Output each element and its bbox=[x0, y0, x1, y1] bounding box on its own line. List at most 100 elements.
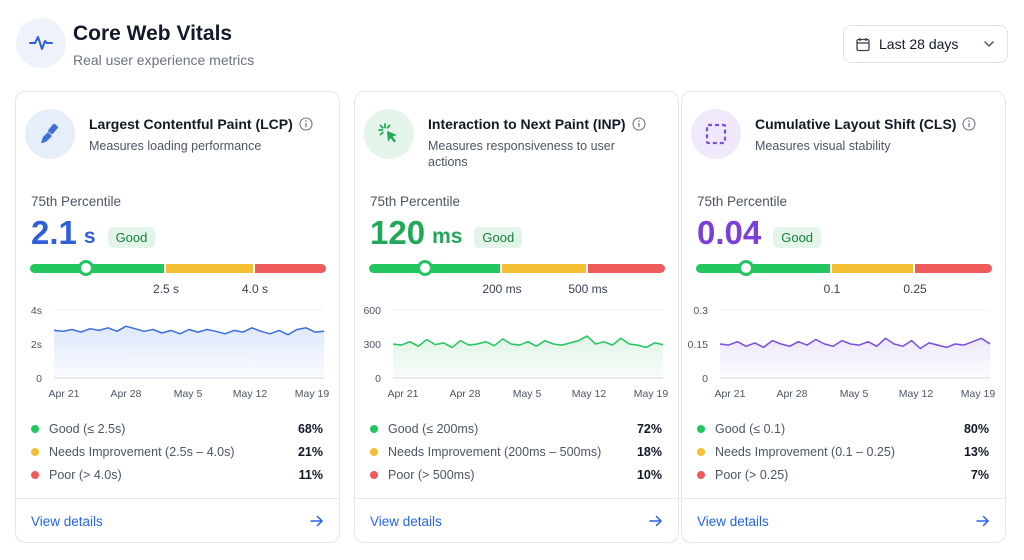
cursor-click-icon bbox=[364, 109, 414, 159]
x-tick-label: Apr 28 bbox=[450, 388, 481, 400]
metric-value: 0.04 bbox=[697, 214, 762, 251]
y-tick-label: 600 bbox=[363, 305, 381, 317]
legend-dot bbox=[370, 447, 378, 456]
page-header: Core Web Vitals Real user experience met… bbox=[0, 0, 1024, 90]
metric-title: Cumulative Layout Shift (CLS) bbox=[755, 116, 977, 132]
x-tick-label: May 19 bbox=[295, 388, 330, 400]
legend-row: Good (≤ 200ms) 72% bbox=[370, 417, 662, 440]
threshold-label: 2.5 s bbox=[152, 282, 180, 296]
metric-description: Measures visual stability bbox=[755, 139, 891, 153]
legend-label: Good (≤ 200ms) bbox=[388, 422, 637, 436]
legend-row: Good (≤ 2.5s) 68% bbox=[31, 417, 323, 440]
legend-percent: 11% bbox=[298, 467, 323, 482]
threshold-bar bbox=[696, 260, 992, 276]
legend-percent: 13% bbox=[963, 444, 989, 459]
trend-area bbox=[393, 336, 663, 378]
percentile-label: 75th Percentile bbox=[370, 194, 461, 209]
metric-title: Largest Contentful Paint (LCP) bbox=[89, 116, 313, 132]
y-tick-label: 0 bbox=[702, 373, 708, 385]
threshold-bar bbox=[369, 260, 665, 276]
legend-label: Needs Improvement (2.5s – 4.0s) bbox=[49, 445, 298, 459]
metric-value: 120 bbox=[370, 214, 426, 251]
legend-name: Good bbox=[49, 421, 80, 436]
distribution-legend: Good (≤ 200ms) 72% Needs Improvement (200m… bbox=[370, 417, 662, 486]
legend-name: Poor bbox=[388, 467, 415, 482]
poor-segment bbox=[588, 264, 665, 273]
metric-unit: ms bbox=[432, 225, 463, 248]
legend-dot bbox=[31, 470, 39, 479]
metric-value-row: 2.1 s Good bbox=[31, 214, 156, 252]
percentile-label: 75th Percentile bbox=[31, 194, 122, 209]
metric-card: Interaction to Next Paint (INP) Measures … bbox=[354, 91, 679, 543]
chevron-down-icon bbox=[983, 40, 995, 48]
threshold-label: 500 ms bbox=[568, 282, 608, 296]
legend-row: Poor (> 0.25) 7% bbox=[697, 463, 989, 486]
info-icon[interactable] bbox=[632, 117, 646, 131]
legend-range: (0.1 – 0.25) bbox=[831, 444, 895, 459]
threshold-label: 0.1 bbox=[823, 282, 841, 296]
legend-name: Good bbox=[388, 421, 419, 436]
date-range-dropdown[interactable]: Last 28 days bbox=[843, 25, 1008, 63]
trend-line bbox=[53, 325, 325, 336]
legend-range: (> 500ms) bbox=[417, 467, 475, 482]
date-range-label: Last 28 days bbox=[879, 36, 959, 52]
trend-area bbox=[54, 326, 324, 378]
legend-dot bbox=[31, 424, 39, 433]
legend-dot bbox=[697, 447, 705, 456]
y-tick-label: 300 bbox=[363, 339, 381, 351]
legend-dot bbox=[370, 424, 378, 433]
trend-line bbox=[392, 335, 664, 349]
legend-percent: 72% bbox=[636, 421, 662, 436]
metric-card: Largest Contentful Paint (LCP) Measures l… bbox=[15, 91, 340, 543]
legend-name: Good bbox=[715, 421, 746, 436]
good-segment bbox=[30, 264, 164, 273]
legend-row: Needs Improvement (0.1 – 0.25) 13% bbox=[697, 440, 989, 463]
metric-description: Measures responsiveness to user actions bbox=[428, 139, 615, 169]
page-subtitle: Real user experience metrics bbox=[73, 52, 255, 68]
y-tick-label: 4s bbox=[31, 305, 42, 317]
poor-segment bbox=[915, 264, 992, 273]
legend-label: Good (≤ 0.1) bbox=[715, 422, 964, 436]
good-segment bbox=[696, 264, 830, 273]
arrow-right-icon[interactable] bbox=[976, 515, 990, 527]
x-tick-label: May 12 bbox=[572, 388, 607, 400]
trend-line bbox=[719, 337, 991, 350]
info-icon[interactable] bbox=[962, 117, 977, 131]
view-details-link[interactable]: View details bbox=[697, 513, 769, 529]
legend-row: Poor (> 500ms) 10% bbox=[370, 463, 662, 486]
percentile-label: 75th Percentile bbox=[697, 194, 788, 209]
legend-name: Needs Improvement bbox=[49, 444, 162, 459]
view-details-link[interactable]: View details bbox=[370, 513, 442, 529]
percentile-marker bbox=[738, 260, 754, 276]
needs-improvement-segment bbox=[832, 264, 913, 273]
legend-range: (≤ 0.1) bbox=[749, 421, 786, 436]
metric-title: Interaction to Next Paint (INP) bbox=[428, 116, 646, 132]
card-footer: View details bbox=[355, 498, 678, 543]
x-tick-label: May 19 bbox=[961, 388, 996, 400]
legend-dot bbox=[370, 470, 378, 479]
card-footer: View details bbox=[16, 498, 339, 543]
metric-title-text: Cumulative Layout Shift (CLS) bbox=[755, 116, 957, 132]
poor-segment bbox=[255, 264, 326, 273]
legend-label: Poor (> 4.0s) bbox=[49, 468, 299, 482]
threshold-label: 0.25 bbox=[903, 282, 927, 296]
view-details-link[interactable]: View details bbox=[31, 513, 103, 529]
legend-dot bbox=[697, 424, 705, 433]
arrow-right-icon[interactable] bbox=[310, 515, 324, 527]
info-icon[interactable] bbox=[299, 117, 313, 131]
legend-range: (2.5s – 4.0s) bbox=[165, 444, 235, 459]
needs-improvement-segment bbox=[502, 264, 586, 273]
arrow-right-icon[interactable] bbox=[649, 515, 663, 527]
metric-title-text: Interaction to Next Paint (INP) bbox=[428, 116, 626, 132]
legend-name: Needs Improvement bbox=[388, 444, 501, 459]
percentile-marker bbox=[417, 260, 433, 276]
metric-description: Measures loading performance bbox=[89, 139, 262, 153]
x-tick-label: Apr 21 bbox=[388, 388, 419, 400]
distribution-legend: Good (≤ 2.5s) 68% Needs Improvement (2.5s … bbox=[31, 417, 323, 486]
metric-value: 2.1 bbox=[31, 214, 77, 251]
x-tick-label: Apr 28 bbox=[777, 388, 808, 400]
dashed-square-icon bbox=[691, 109, 741, 159]
threshold-label: 4.0 s bbox=[241, 282, 269, 296]
status-badge: Good bbox=[773, 227, 822, 248]
y-tick-label: 0.15 bbox=[688, 339, 709, 351]
